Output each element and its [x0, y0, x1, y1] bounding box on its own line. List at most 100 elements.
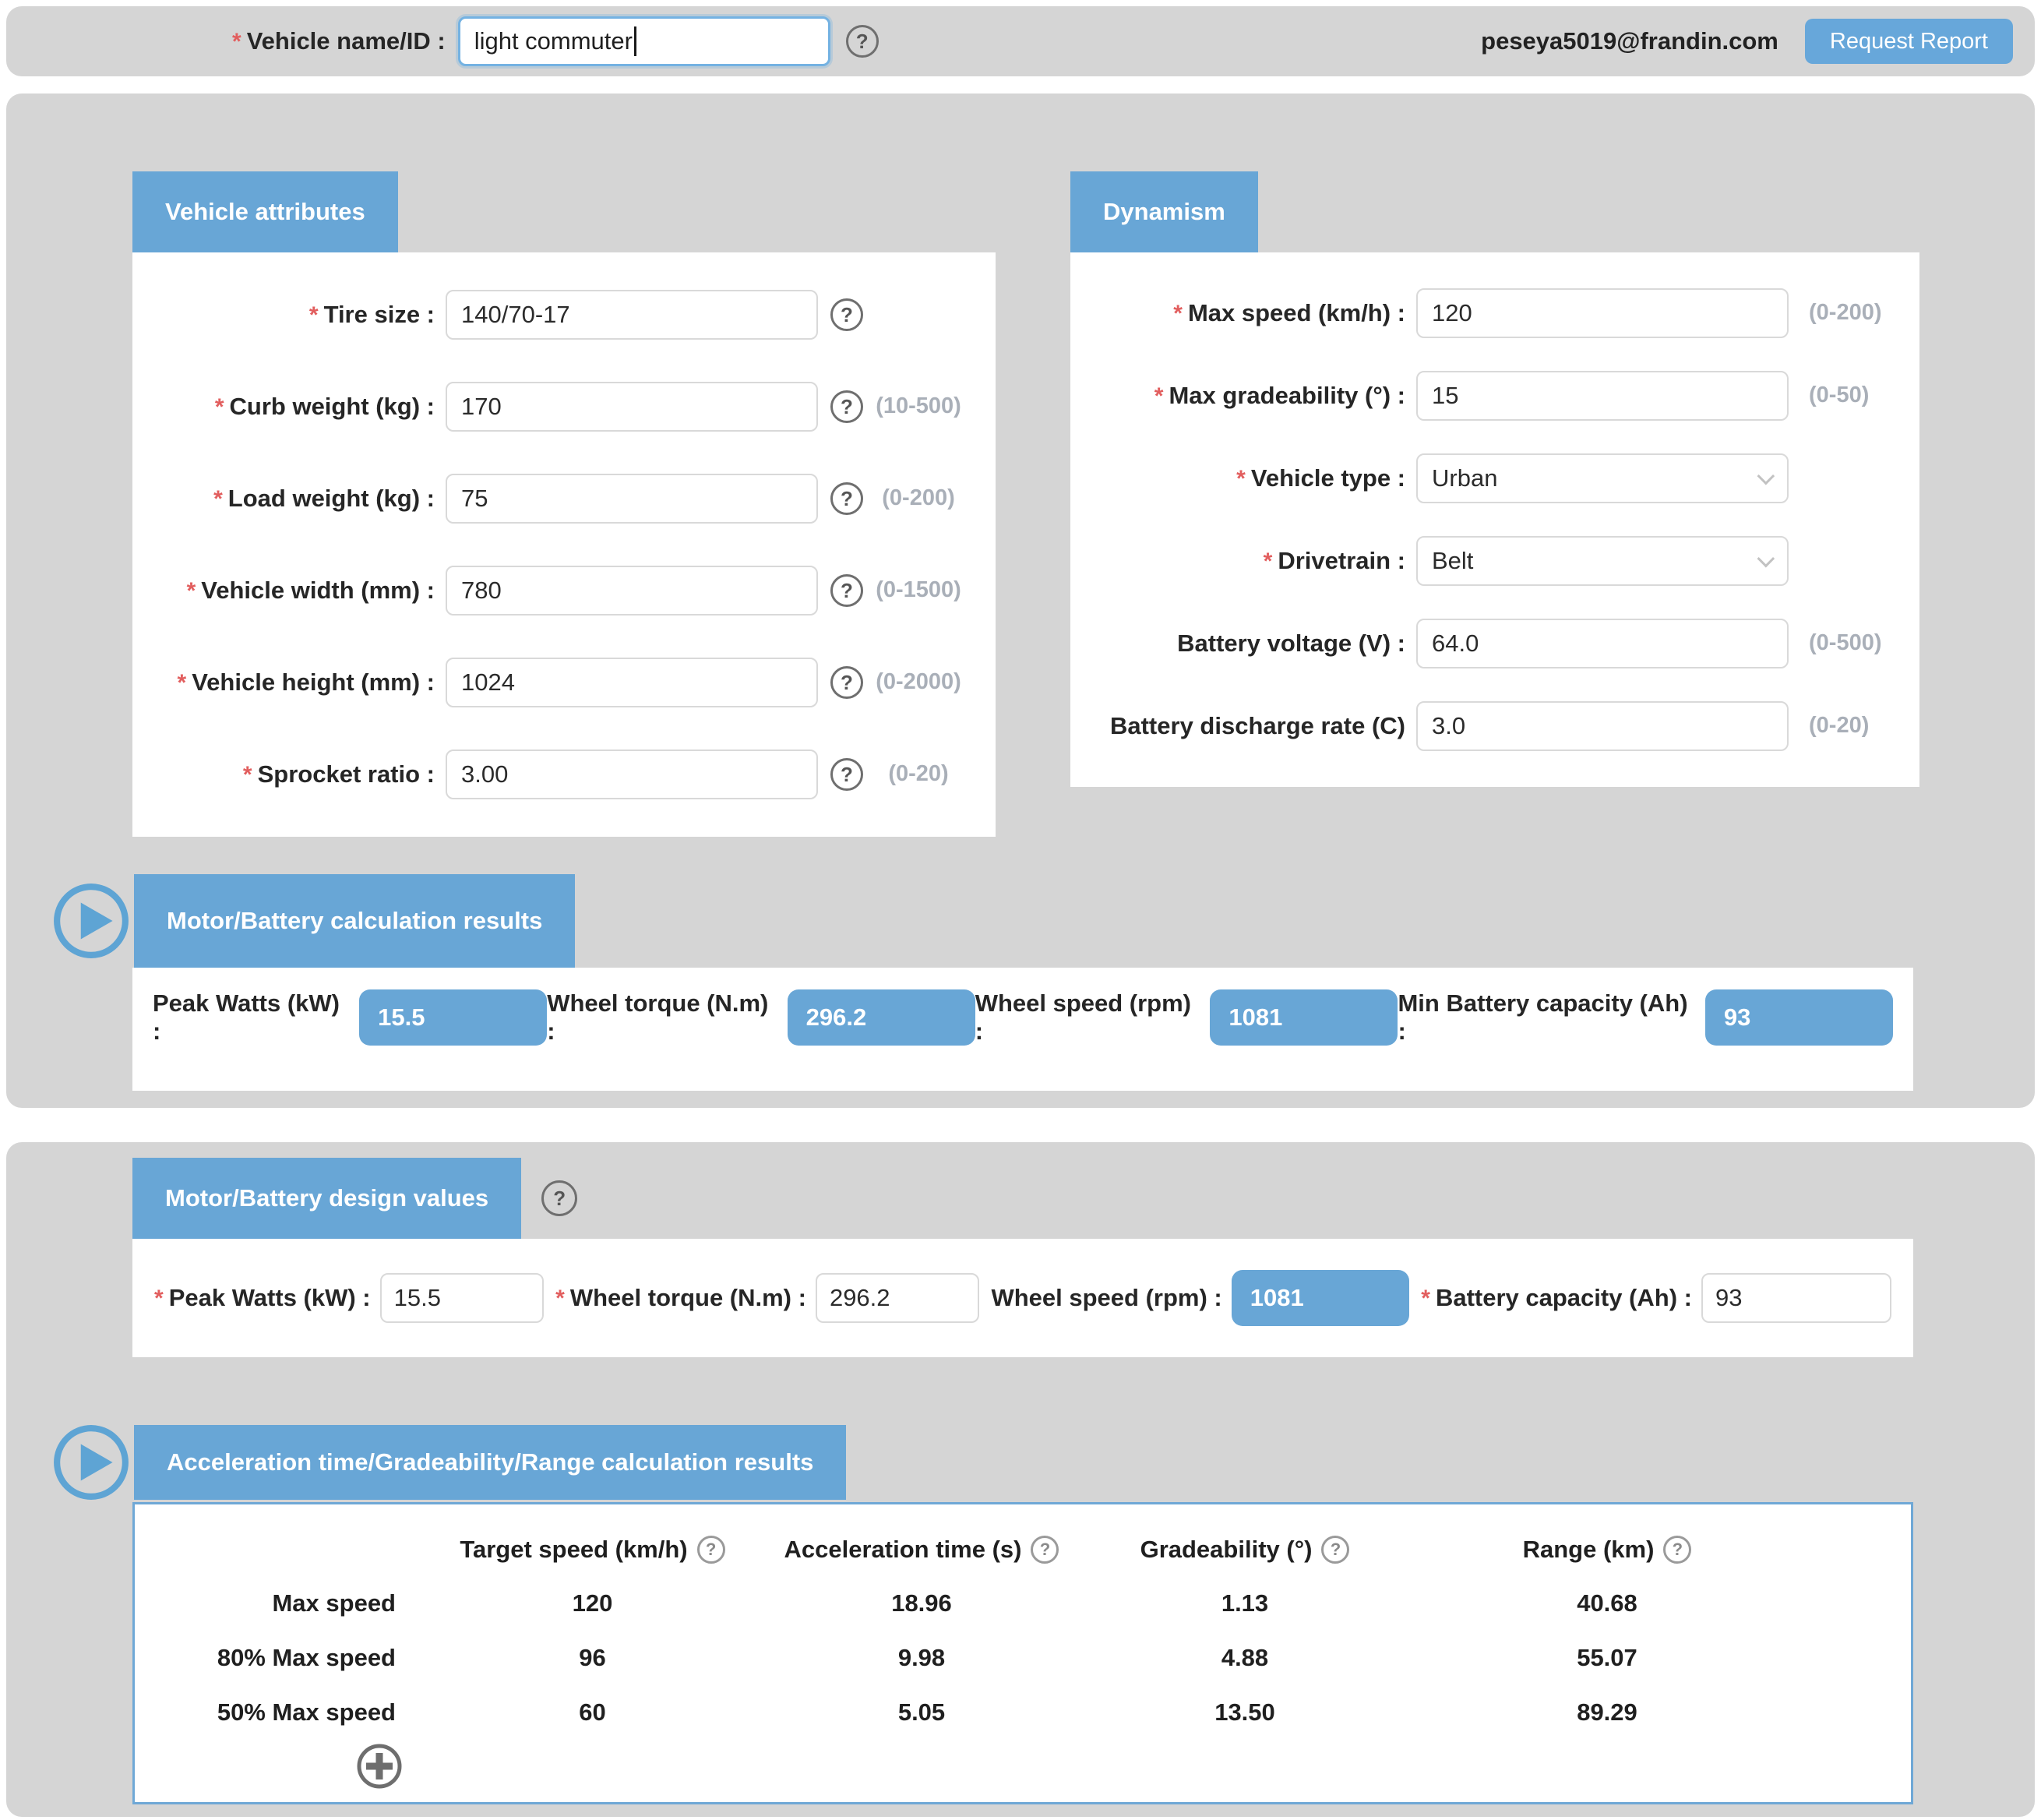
- add-row-container: [356, 1743, 1911, 1791]
- table-cell: 40.68: [1577, 1589, 1637, 1617]
- vehicle-name-label: * Vehicle name/ID :: [232, 27, 446, 55]
- help-icon[interactable]: ?: [1663, 1536, 1692, 1564]
- vehicle-attributes-title: Vehicle attributes: [132, 171, 398, 252]
- required-asterisk: *: [186, 578, 196, 604]
- help-icon[interactable]: ?: [845, 25, 879, 58]
- accel-results-table: Target speed (km/h)? Acceleration time (…: [132, 1502, 1913, 1804]
- design-peak-watts-input[interactable]: [379, 1273, 544, 1323]
- text-caret: [633, 26, 636, 56]
- table-cell: 55.07: [1577, 1644, 1637, 1671]
- design-peak-watts-label: * Peak Watts (kW) :: [154, 1284, 371, 1311]
- load-weight-row: *Load weight (kg) : ? (0-200): [132, 474, 982, 524]
- required-asterisk: *: [1173, 301, 1183, 326]
- required-asterisk: *: [242, 762, 252, 788]
- request-report-button[interactable]: Request Report: [1804, 19, 2013, 64]
- design-battery-capacity-input[interactable]: [1701, 1273, 1891, 1323]
- max-speed-row: *Max speed (km/h) : (0-200): [1070, 288, 1905, 338]
- help-icon[interactable]: ?: [830, 574, 863, 607]
- vehicle-type-select[interactable]: Urban: [1416, 453, 1789, 503]
- empty-header-cell: [135, 1523, 427, 1576]
- peak-watts-result-label: Peak Watts (kW) :: [153, 989, 340, 1045]
- design-wheel-torque-input[interactable]: [815, 1273, 979, 1323]
- battery-discharge-rate-row: Battery discharge rate (C) (0-20): [1070, 701, 1905, 751]
- calc-results-title: Motor/Battery calculation results: [134, 874, 576, 968]
- battery-voltage-input[interactable]: [1416, 619, 1789, 668]
- design-wheel-speed-group: Wheel speed (rpm) : 1081: [991, 1270, 1409, 1326]
- sprocket-ratio-label: * Sprocket ratio :: [242, 760, 435, 788]
- required-asterisk: *: [232, 29, 241, 55]
- peak-watts-result: Peak Watts (kW) : 15.5: [153, 989, 548, 1046]
- help-icon[interactable]: ?: [1031, 1536, 1059, 1564]
- range-hint: (0-200): [882, 485, 955, 511]
- help-icon[interactable]: ?: [830, 298, 863, 331]
- run-calculation-icon[interactable]: [51, 1423, 131, 1502]
- battery-voltage-label: Battery voltage (V) :: [1177, 630, 1405, 658]
- help-icon[interactable]: ?: [830, 390, 863, 423]
- battery-discharge-rate-input[interactable]: [1416, 701, 1789, 751]
- min-battery-capacity-result-value: 93: [1704, 989, 1893, 1046]
- dynamism-title: Dynamism: [1070, 171, 1258, 252]
- vehicle-width-row: *Vehicle width (mm) : ? (0-1500): [132, 566, 982, 615]
- vehicle-height-input[interactable]: [446, 658, 818, 707]
- required-asterisk: *: [154, 1286, 164, 1311]
- curb-weight-row: *Curb weight (kg) : ? (10-500): [132, 382, 982, 432]
- table-cell: 9.98: [897, 1644, 946, 1671]
- user-email: peseya5019@frandin.com: [1481, 27, 1778, 55]
- vehicle-name-field-group: * Vehicle name/ID : light commuter ?: [232, 16, 879, 66]
- range-header: Range (km)?: [1405, 1523, 1810, 1576]
- calc-results-header-row: Motor/Battery calculation results: [51, 874, 2035, 968]
- wheel-torque-result-label: Wheel torque (N.m) :: [547, 989, 769, 1045]
- table-cell: 18.96: [891, 1589, 952, 1617]
- table-cell: 13.50: [1214, 1698, 1275, 1726]
- help-icon[interactable]: ?: [830, 482, 863, 515]
- required-asterisk: *: [1236, 466, 1246, 492]
- max-gradeability-input[interactable]: [1416, 371, 1789, 421]
- vehicle-height-row: *Vehicle height (mm) : ? (0-2000): [132, 658, 982, 707]
- wheel-torque-result-value: 296.2: [787, 989, 975, 1046]
- required-asterisk: *: [1263, 548, 1273, 574]
- bottom-panel: Motor/Battery design values ? * Peak Watt…: [6, 1142, 2035, 1817]
- calc-results-card: Peak Watts (kW) : 15.5 Wheel torque (N.m…: [132, 968, 1913, 1091]
- load-weight-input[interactable]: [446, 474, 818, 524]
- calc-results-row: Peak Watts (kW) : 15.5 Wheel torque (N.m…: [153, 989, 1893, 1046]
- help-icon[interactable]: ?: [1321, 1536, 1350, 1564]
- design-values-header-row: Motor/Battery design values ?: [132, 1158, 2035, 1239]
- vehicle-name-input[interactable]: light commuter: [457, 16, 830, 66]
- vehicle-width-input[interactable]: [446, 566, 818, 615]
- tire-size-label: * Tire size :: [308, 301, 435, 328]
- required-asterisk: *: [1421, 1286, 1430, 1311]
- top-bar-right: peseya5019@frandin.com Request Report: [1481, 19, 2013, 64]
- vehicle-height-label: * Vehicle height (mm) :: [177, 668, 435, 696]
- target-speed-header: Target speed (km/h)?: [427, 1523, 758, 1576]
- max-speed-input[interactable]: [1416, 288, 1789, 338]
- design-wheel-speed-value: 1081: [1231, 1270, 1409, 1326]
- wheel-speed-result-value: 1081: [1210, 989, 1398, 1046]
- run-calculation-icon[interactable]: [51, 881, 131, 961]
- battery-voltage-row: Battery voltage (V) : (0-500): [1070, 619, 1905, 668]
- design-wheel-torque-label: * Wheel torque (N.m) :: [555, 1284, 806, 1311]
- table-cell: 120: [572, 1589, 613, 1617]
- drivetrain-select[interactable]: Belt: [1416, 536, 1789, 586]
- sprocket-ratio-input[interactable]: [446, 750, 818, 799]
- range-hint: (0-1500): [876, 577, 961, 603]
- range-hint: (0-50): [1809, 383, 1870, 408]
- design-wheel-torque-group: * Wheel torque (N.m) :: [555, 1273, 979, 1323]
- design-battery-capacity-label: * Battery capacity (Ah) :: [1421, 1284, 1692, 1311]
- help-icon[interactable]: ?: [541, 1180, 578, 1216]
- vehicle-attributes-block: Vehicle attributes *Tire size : ? *Curb …: [132, 171, 996, 837]
- vehicle-attributes-card: *Tire size : ? *Curb weight (kg) : ? (10…: [132, 252, 996, 837]
- curb-weight-input[interactable]: [446, 382, 818, 432]
- accel-results-grid: Target speed (km/h)? Acceleration time (…: [135, 1523, 1911, 1740]
- vehicle-type-row: * Vehicle type : Urban: [1070, 453, 1905, 503]
- curb-weight-label: * Curb weight (kg) :: [214, 393, 435, 420]
- table-cell: 1.13: [1221, 1589, 1269, 1617]
- add-row-icon[interactable]: [356, 1743, 403, 1790]
- table-cell: 89.29: [1577, 1698, 1637, 1726]
- tire-size-input[interactable]: [446, 290, 818, 340]
- help-icon[interactable]: ?: [696, 1536, 725, 1564]
- dynamism-card: *Max speed (km/h) : (0-200) *Max gradeab…: [1070, 252, 1919, 787]
- row-label: 80% Max speed: [217, 1644, 396, 1671]
- help-icon[interactable]: ?: [830, 666, 863, 699]
- help-icon[interactable]: ?: [830, 758, 863, 791]
- dynamism-block: Dynamism *Max speed (km/h) : (0-200) *Ma…: [1070, 171, 1919, 787]
